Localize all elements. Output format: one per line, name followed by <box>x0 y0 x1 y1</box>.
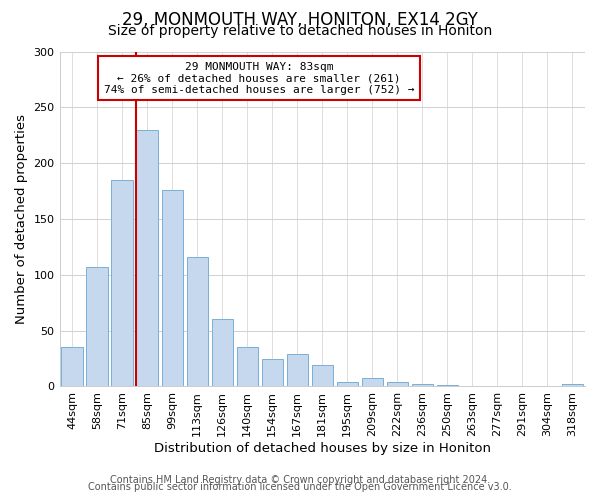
Bar <box>262 358 283 386</box>
Bar <box>562 384 583 386</box>
Bar <box>412 384 433 386</box>
Bar <box>287 354 308 386</box>
Bar <box>236 348 258 387</box>
Text: Contains HM Land Registry data © Crown copyright and database right 2024.: Contains HM Land Registry data © Crown c… <box>110 475 490 485</box>
Bar <box>311 365 333 386</box>
Bar <box>61 348 83 387</box>
Bar <box>112 180 133 386</box>
Text: 29, MONMOUTH WAY, HONITON, EX14 2GY: 29, MONMOUTH WAY, HONITON, EX14 2GY <box>122 11 478 29</box>
Bar <box>187 257 208 386</box>
Text: 29 MONMOUTH WAY: 83sqm
← 26% of detached houses are smaller (261)
74% of semi-de: 29 MONMOUTH WAY: 83sqm ← 26% of detached… <box>104 62 415 94</box>
Bar <box>387 382 408 386</box>
Y-axis label: Number of detached properties: Number of detached properties <box>15 114 28 324</box>
X-axis label: Distribution of detached houses by size in Honiton: Distribution of detached houses by size … <box>154 442 491 455</box>
Bar <box>212 320 233 386</box>
Bar <box>161 190 183 386</box>
Bar <box>86 267 108 386</box>
Text: Size of property relative to detached houses in Honiton: Size of property relative to detached ho… <box>108 24 492 38</box>
Bar <box>337 382 358 386</box>
Bar <box>136 130 158 386</box>
Text: Contains public sector information licensed under the Open Government Licence v3: Contains public sector information licen… <box>88 482 512 492</box>
Bar <box>362 378 383 386</box>
